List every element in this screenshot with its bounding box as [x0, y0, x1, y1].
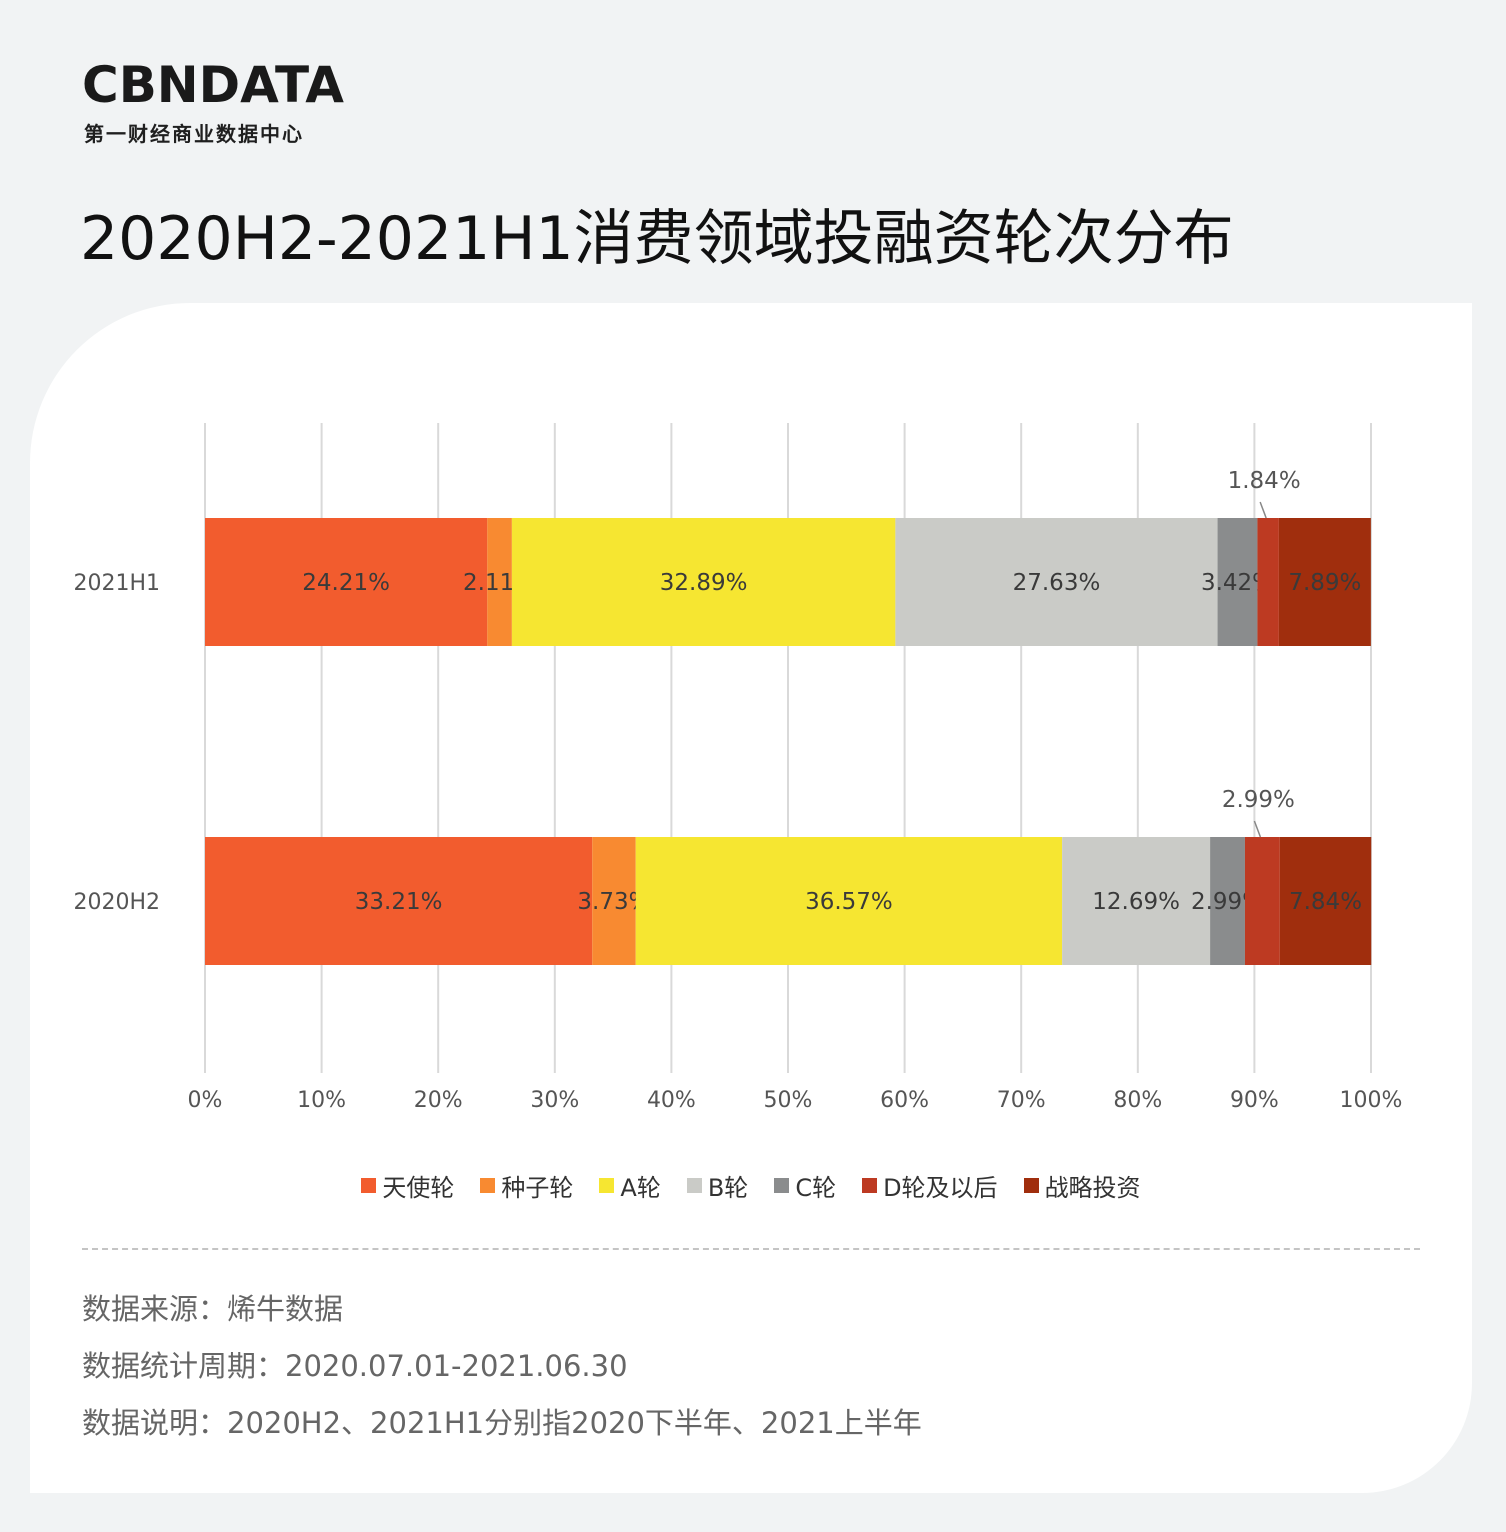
bar-segment	[1210, 837, 1245, 965]
legend-label: D轮及以后	[883, 1174, 998, 1202]
data-label: 33.21%	[355, 889, 443, 915]
legend-label: 种子轮	[501, 1174, 574, 1202]
data-label: 1.84%	[1228, 468, 1301, 494]
data-label: 32.89%	[660, 570, 748, 596]
stacked-bar-chart: 0% 10% 20% 30% 40% 50% 60% 70% 80% 90% 100% 2021H1 2…	[73, 423, 1403, 1113]
legend-item: A轮	[599, 1168, 661, 1203]
legend-label: C轮	[795, 1174, 837, 1202]
page-title: 2020H2-2021H1消费领域投融资轮次分布	[80, 204, 1234, 274]
legend-item: 天使轮	[361, 1168, 454, 1203]
legend-label: B轮	[707, 1174, 749, 1202]
x-tick-label: 10%	[297, 1088, 346, 1113]
leader-line	[1253, 820, 1262, 838]
x-tick-label: 40%	[647, 1088, 696, 1113]
legend-swatch	[480, 1178, 496, 1193]
y-category-label: 2021H1	[73, 571, 160, 596]
legend-swatch	[686, 1178, 702, 1193]
bar-segment	[1257, 518, 1279, 646]
data-label: 2.99%	[1222, 787, 1295, 813]
data-label: 12.69%	[1092, 889, 1180, 915]
x-tick-label: 70%	[997, 1088, 1046, 1113]
bar-segment	[895, 518, 1218, 646]
legend-item: 战略投资	[1023, 1168, 1141, 1203]
bar-segment	[1279, 837, 1372, 965]
x-tick-label: 60%	[880, 1088, 929, 1113]
note-period: 数据统计周期：2020.07.01-2021.06.30	[82, 1349, 628, 1383]
bar-segment	[1062, 837, 1211, 965]
legend-item: C轮	[774, 1168, 836, 1203]
footer-notes: 数据来源：烯牛数据 数据统计周期：2020.07.01-2021.06.30 数…	[82, 1281, 922, 1452]
x-tick-label: 0%	[188, 1088, 223, 1113]
legend-swatch	[774, 1178, 790, 1193]
data-label: 27.63%	[1013, 570, 1101, 596]
bar-segment	[487, 518, 512, 646]
legend-swatch	[1023, 1178, 1039, 1193]
bar-segment	[1278, 518, 1371, 646]
legend-swatch	[361, 1178, 377, 1193]
x-tick-label: 100%	[1340, 1088, 1403, 1113]
legend-item: B轮	[686, 1168, 749, 1203]
chart-legend: 天使轮 种子轮 A轮 B轮 C轮 D轮及以后 战略投资	[30, 1168, 1472, 1203]
legend-label: A轮	[620, 1174, 661, 1202]
bar-segment	[205, 837, 593, 965]
x-tick-label: 80%	[1113, 1088, 1162, 1113]
bar-segment	[1244, 837, 1280, 965]
logo-wordmark: CBNDATA	[82, 56, 344, 108]
data-label: 36.57%	[805, 889, 893, 915]
note-explanation: 数据说明：2020H2、2021H1分别指2020下半年、2021上半年	[82, 1406, 922, 1440]
legend-item: D轮及以后	[862, 1168, 998, 1203]
chart-card: 0% 10% 20% 30% 40% 50% 60% 70% 80% 90% 100% 2021H1 2…	[30, 303, 1472, 1493]
logo-text: CBNDATA	[82, 56, 344, 108]
leader-line	[1259, 501, 1267, 519]
legend-item: 种子轮	[480, 1168, 573, 1203]
logo-tagline: 第一财经商业数据中心	[84, 122, 304, 146]
legend-label: 天使轮	[382, 1174, 455, 1202]
x-tick-label: 20%	[414, 1088, 463, 1113]
bar-segment	[635, 837, 1063, 965]
data-label: 24.21%	[302, 570, 390, 596]
y-category-label: 2020H2	[73, 890, 160, 915]
bar-segment	[592, 837, 636, 965]
x-tick-label: 50%	[764, 1088, 813, 1113]
data-label: 7.89%	[1288, 570, 1361, 596]
legend-swatch	[599, 1178, 615, 1193]
bar-segment	[511, 518, 896, 646]
bar-segment	[1217, 518, 1258, 646]
x-tick-label: 30%	[530, 1088, 579, 1113]
note-data-source: 数据来源：烯牛数据	[82, 1292, 344, 1326]
x-tick-label: 90%	[1230, 1088, 1279, 1113]
bar-segment	[205, 518, 488, 646]
data-label: 7.84%	[1289, 889, 1362, 915]
legend-swatch	[862, 1178, 878, 1193]
logo: CBNDATA 第一财经商业数据中心	[82, 56, 354, 146]
legend-label: 战略投资	[1044, 1174, 1141, 1202]
divider	[82, 1248, 1420, 1250]
